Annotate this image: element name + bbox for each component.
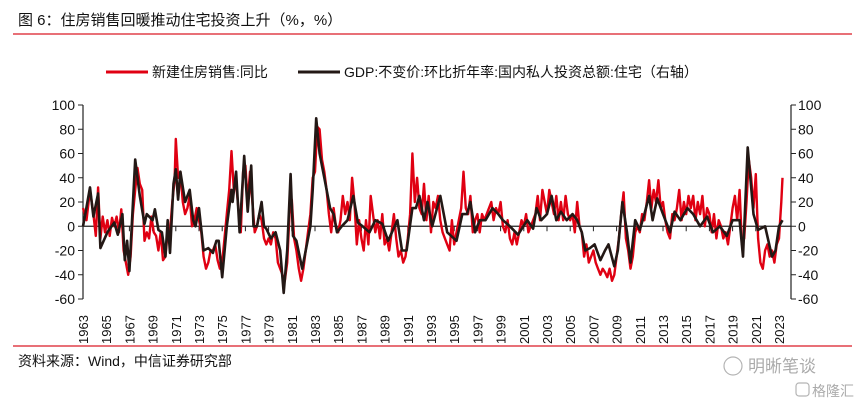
series-layer: [81, 117, 784, 295]
x-tick-label: 2003: [540, 315, 555, 344]
x-tick-label: 1967: [122, 315, 137, 344]
x-tick-label: 1975: [215, 315, 230, 344]
x-tick-label: 2021: [749, 315, 764, 344]
x-tick-label: 2015: [679, 315, 694, 344]
right-tick-label: 80: [798, 121, 814, 137]
right-tick-label: 40: [798, 170, 814, 186]
x-tick-label: 1979: [262, 315, 277, 344]
legend: 新建住房销售:同比 GDP:不变价:环比折年率:国内私人投资总额:住宅（右轴）: [106, 64, 698, 80]
left-tick-label: 20: [59, 194, 75, 210]
left-tick-label: -60: [55, 291, 75, 307]
x-tick-label: 1991: [401, 315, 416, 344]
x-tick-label: 2017: [702, 315, 717, 344]
x-tick-label: 1985: [331, 315, 346, 344]
right-tick-label: 60: [798, 146, 814, 162]
x-tick-label: 2011: [633, 316, 648, 344]
x-tick-label: 2009: [610, 315, 625, 344]
x-tick-label: 1997: [470, 315, 485, 344]
x-tick-label: 1989: [378, 315, 393, 344]
x-tick-label: 2007: [586, 315, 601, 344]
right-tick-label: -60: [798, 291, 818, 307]
right-tick-label: 20: [798, 194, 814, 210]
x-tick-label: 2005: [563, 315, 578, 344]
x-tick-label: 2019: [726, 315, 741, 344]
right-tick-label: -20: [798, 243, 818, 259]
x-tick-label: 1987: [354, 315, 369, 344]
watermark-text-1: 明晰笔谈: [748, 357, 816, 376]
right-tick-label: -40: [798, 267, 818, 283]
x-tick-label: 2001: [517, 315, 532, 344]
left-tick-label: -20: [55, 243, 75, 259]
left-tick-label: 0: [67, 218, 75, 234]
legend-label-sales: 新建住房销售:同比: [152, 64, 268, 80]
left-tick-label: 100: [52, 97, 76, 113]
x-tick-label: 1981: [285, 315, 300, 344]
legend-label-investment: GDP:不变价:环比折年率:国内私人投资总额:住宅（右轴）: [344, 64, 698, 80]
x-tick-label: 1965: [99, 315, 114, 344]
x-tick-label: 1969: [146, 315, 161, 344]
left-tick-label: 80: [59, 121, 75, 137]
wechat-icon: [723, 356, 743, 376]
x-tick-label: 2013: [656, 315, 671, 344]
left-tick-label: -40: [55, 267, 75, 283]
watermark-text-2: 格隆汇: [812, 383, 854, 399]
left-tick-label: 40: [59, 170, 75, 186]
x-tick-label: 1999: [494, 315, 509, 344]
x-tick-label: 1963: [76, 315, 91, 344]
chart-title: 图 6：住房销售回暖推动住宅投资上升（%，%）: [18, 12, 342, 29]
x-tick-label: 1995: [447, 315, 462, 344]
x-tick-label: 1993: [424, 315, 439, 344]
source-note: 资料来源：Wind，中信证券研究部: [18, 353, 232, 369]
watermark: 明晰笔谈 格隆汇: [723, 356, 854, 399]
right-tick-label: 0: [798, 218, 806, 234]
x-tick-label: 1983: [308, 315, 323, 344]
x-tick-label: 2023: [772, 315, 787, 344]
x-tick-label: 1973: [192, 315, 207, 344]
right-tick-label: 100: [798, 97, 822, 113]
x-tick-label: 1977: [238, 315, 253, 344]
x-tick-label: 1971: [169, 315, 184, 344]
gelonghui-logo-icon: [795, 382, 810, 397]
series-line-new-home-sales: [81, 125, 784, 282]
series-line-residential-investment: [81, 117, 784, 295]
left-tick-label: 60: [59, 146, 75, 162]
